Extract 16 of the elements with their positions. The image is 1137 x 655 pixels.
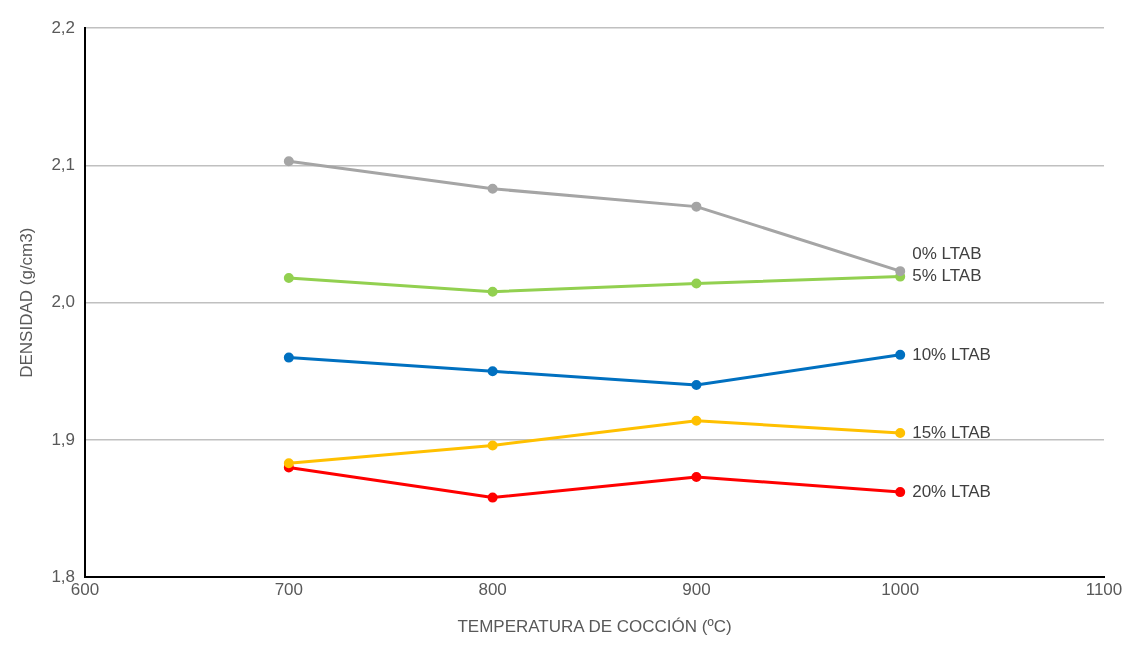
y-tick-label: 2,1 <box>51 155 76 175</box>
series-label: 20% LTAB <box>912 481 991 501</box>
x-tick-label: 700 <box>274 580 304 600</box>
series-label: 0% LTAB <box>912 244 982 264</box>
series-label: 10% LTAB <box>912 344 991 364</box>
x-tick-label: 1000 <box>881 580 920 600</box>
y-tick-label: 2,2 <box>51 17 76 37</box>
x-tick-label: 1100 <box>1085 580 1123 600</box>
x-tick-label: 800 <box>478 580 507 600</box>
y-tick-label: 1,9 <box>51 429 76 449</box>
x-axis-title: TEMPERATURA DE COCCIÓN (ºC) <box>457 617 732 637</box>
y-tick-label: 2,0 <box>51 292 76 312</box>
series-label: 15% LTAB <box>912 422 991 442</box>
y-axis-title: DENSIDAD (g/cm3) <box>16 227 36 378</box>
x-tick-label: 900 <box>682 580 711 600</box>
series-label: 5% LTAB <box>912 266 982 286</box>
